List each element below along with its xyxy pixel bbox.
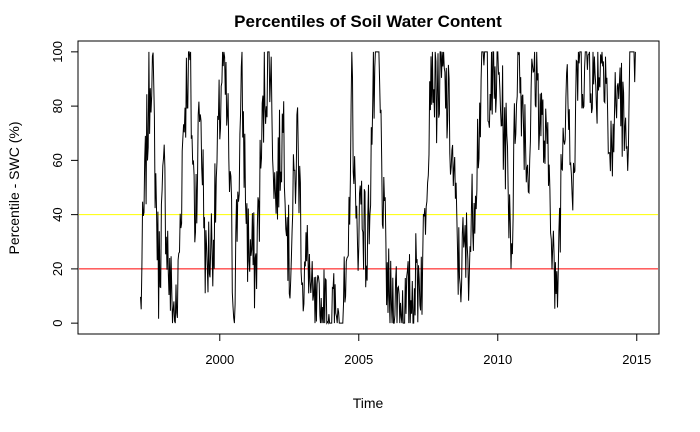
y-axis-label: Percentile - SWC (%): [6, 121, 22, 254]
y-tick-label: 40: [50, 207, 65, 221]
y-tick-label: 80: [50, 99, 65, 113]
x-tick-label: 2015: [622, 352, 651, 367]
chart-title: Percentiles of Soil Water Content: [234, 12, 502, 31]
series-swc-percentile: [140, 51, 636, 325]
series-line: [140, 51, 636, 325]
y-tick-label: 100: [50, 41, 65, 63]
y-tick-label: 20: [50, 262, 65, 276]
x-tick-label: 2005: [344, 352, 373, 367]
x-axis: 2000 2005 2010 2015: [205, 333, 651, 367]
x-tick-label: 2000: [205, 352, 234, 367]
y-axis: 0 20 40 60 80 100: [50, 41, 79, 327]
x-tick-label: 2010: [483, 352, 512, 367]
y-tick-label: 60: [50, 153, 65, 167]
y-tick-label: 0: [50, 320, 65, 327]
x-axis-label: Time: [353, 395, 384, 411]
